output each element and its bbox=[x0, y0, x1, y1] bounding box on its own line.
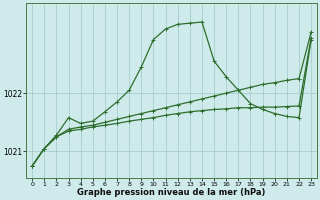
X-axis label: Graphe pression niveau de la mer (hPa): Graphe pression niveau de la mer (hPa) bbox=[77, 188, 266, 197]
